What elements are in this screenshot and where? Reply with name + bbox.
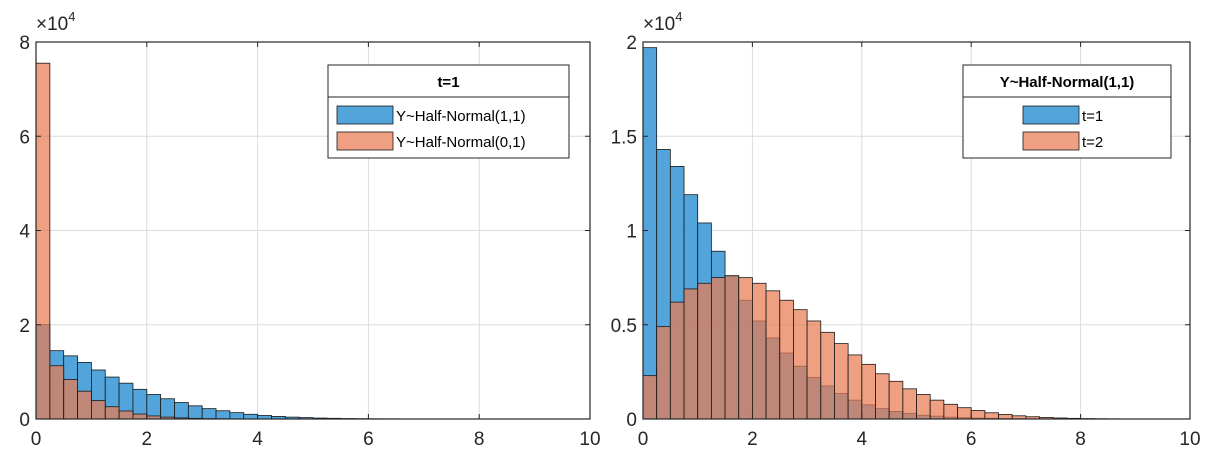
histogram-bar xyxy=(187,405,203,420)
histogram-bar xyxy=(724,275,740,420)
exponent-base: ×10 xyxy=(36,14,68,35)
histogram-bar xyxy=(104,406,120,420)
histogram-bar xyxy=(683,288,699,420)
x-tick-label: 4 xyxy=(857,429,868,450)
exponent-base: ×10 xyxy=(643,14,675,35)
y-tick-label: 0 xyxy=(626,410,637,431)
histogram-bar xyxy=(765,290,781,420)
histogram-bar xyxy=(160,398,175,420)
histogram-bar xyxy=(710,277,726,420)
legend-entry: t=1 xyxy=(1082,108,1103,125)
y-tick-label: 2 xyxy=(19,316,30,337)
x-tick-label: 8 xyxy=(1075,429,1086,450)
legend-entry: Y~Half-Normal(0,1) xyxy=(396,134,526,151)
histogram-bar xyxy=(91,400,106,420)
histogram-bar xyxy=(820,331,835,420)
legend: Y~Half-Normal(1,1) t=1 t=2 xyxy=(962,64,1172,159)
x-tick-label: 6 xyxy=(966,429,977,450)
legend-entry: Y~Half-Normal(1,1) xyxy=(396,108,526,125)
histogram-bar xyxy=(132,413,148,420)
histogram-bar xyxy=(146,394,162,420)
y-tick-label: 1 xyxy=(626,222,637,243)
histogram-bar xyxy=(35,62,51,420)
histogram-bar xyxy=(902,388,917,420)
histogram-bar xyxy=(916,394,931,420)
histogram-bar xyxy=(847,354,863,420)
histogram-bar xyxy=(861,363,876,420)
y-tick-label: 6 xyxy=(19,127,30,148)
legend-swatch xyxy=(336,105,394,125)
histogram-bar xyxy=(215,410,231,420)
exponent-power: 4 xyxy=(68,9,75,24)
y-tick-label: 8 xyxy=(19,33,30,54)
x-tick-label: 0 xyxy=(31,429,42,450)
histogram-bar xyxy=(793,309,808,420)
legend: t=1 Y~Half-Normal(1,1) Y~Half-Normal(0,1) xyxy=(327,64,570,159)
histogram-right: 0 2 4 6 8 1000.511.52×104Y~Half-Normal(1,1)t=… xyxy=(611,9,1201,450)
histogram-bar xyxy=(229,412,245,420)
histogram-bar xyxy=(888,380,904,420)
histogram-bar xyxy=(834,343,849,420)
x-tick-label: 2 xyxy=(747,429,758,450)
y-tick-label: 0 xyxy=(19,410,30,431)
histogram-bar xyxy=(998,414,1013,420)
y-axis-exponent: ×104 xyxy=(643,9,682,35)
exponent-power: 4 xyxy=(675,9,682,24)
histogram-bar xyxy=(669,301,685,420)
x-tick-label: 4 xyxy=(252,429,263,450)
histogram-bar xyxy=(118,410,134,420)
histogram-bar xyxy=(201,408,217,420)
histogram-bar xyxy=(984,412,999,420)
histogram-bar xyxy=(738,277,753,420)
histogram-bar xyxy=(957,407,972,420)
histogram-bar xyxy=(970,410,986,420)
legend-title: t=1 xyxy=(437,74,459,91)
histogram-bar xyxy=(63,379,78,420)
histogram-bar xyxy=(779,299,794,420)
y-axis-exponent: ×104 xyxy=(36,9,75,35)
histogram-bar xyxy=(697,282,712,420)
y-tick-label: 2 xyxy=(626,33,637,54)
histogram-bar xyxy=(49,365,65,420)
histogram-left: 0 2 4 6 8 1002468×104t=1Y~Half-Normal(1,1)Y~H… xyxy=(19,9,600,450)
y-tick-label: 0.5 xyxy=(611,316,637,337)
histogram-bar xyxy=(929,399,945,420)
histogram-bar xyxy=(875,373,890,420)
histogram-bar xyxy=(943,403,958,420)
x-tick-label: 2 xyxy=(142,429,153,450)
legend-swatch xyxy=(1022,131,1080,151)
legend-title: Y~Half-Normal(1,1) xyxy=(1000,74,1135,91)
histogram-bar xyxy=(243,413,259,420)
histogram-bar xyxy=(752,282,767,420)
x-tick-label: 10 xyxy=(1179,429,1200,450)
legend-entry: t=2 xyxy=(1082,134,1103,151)
histogram-bar xyxy=(174,402,189,420)
x-tick-label: 6 xyxy=(363,429,374,450)
x-tick-label: 10 xyxy=(579,429,600,450)
histogram-bar xyxy=(77,390,92,420)
legend-swatch xyxy=(1022,105,1080,125)
y-tick-label: 4 xyxy=(19,222,30,243)
y-tick-label: 1.5 xyxy=(611,127,637,148)
legend-swatch xyxy=(336,131,394,151)
histogram-bar xyxy=(806,320,822,420)
x-tick-label: 8 xyxy=(474,429,485,450)
histogram-bar xyxy=(656,326,671,420)
histogram-bar xyxy=(642,47,658,420)
x-tick-label: 0 xyxy=(638,429,649,450)
histogram-bar xyxy=(642,375,658,420)
